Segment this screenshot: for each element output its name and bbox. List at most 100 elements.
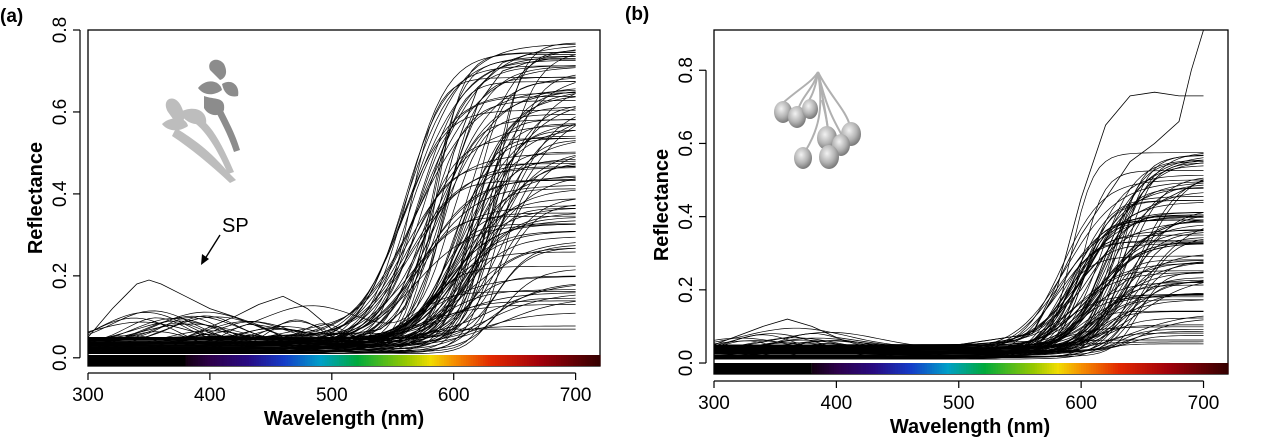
series-line [714, 214, 1204, 346]
spectrum-band [1002, 363, 1006, 374]
spectrum-band [1206, 363, 1209, 374]
series-line [714, 170, 1204, 354]
spectrum-band [1122, 363, 1126, 374]
spectrum-band [1215, 363, 1219, 374]
spectrum-band [207, 355, 211, 366]
spectrum-band [833, 363, 837, 374]
spectrum-band [1056, 363, 1060, 374]
spectrum-band [517, 355, 521, 366]
spectrum-band [597, 355, 601, 366]
series-line [714, 182, 1204, 348]
spectrum-band [556, 355, 560, 366]
series-line [714, 219, 1204, 353]
spectrum-band [1088, 363, 1092, 374]
spectrum-band [1120, 363, 1124, 374]
spectrum-band [993, 363, 996, 374]
spectrum-band [453, 355, 457, 366]
spectrum-band [578, 355, 582, 366]
spectrum-band [1161, 363, 1165, 374]
spectrum-band [553, 355, 557, 366]
spectrum-band [949, 363, 952, 374]
x-tick-label: 600 [1065, 393, 1097, 414]
spectrum-band [458, 355, 462, 366]
y-tick-label: 0.6 [676, 130, 697, 156]
spectrum-band [873, 363, 877, 374]
spectrum-band [297, 355, 301, 366]
spectrum-band [543, 355, 547, 366]
series-line [714, 165, 1204, 353]
spectrum-band [1174, 363, 1178, 374]
spectrum-band [1223, 363, 1227, 374]
y-axis-label-b: Reflectance [651, 149, 673, 261]
spectrum-band [895, 363, 899, 374]
spectrum-band [831, 363, 835, 374]
spectrum-band [990, 363, 994, 374]
spectrum-band [502, 355, 506, 366]
spectrum-band [1213, 363, 1217, 374]
spectrum-band [519, 355, 523, 366]
spectrum-band [1125, 363, 1129, 374]
spectrum-band [461, 355, 464, 366]
spectrum-band [941, 363, 945, 374]
spectrum-band [1191, 363, 1195, 374]
series-line [714, 215, 1204, 355]
spectrum-band [307, 355, 311, 366]
spectrum-band [956, 363, 960, 374]
spectrum-band [1090, 363, 1094, 374]
spectrum-band [251, 355, 255, 366]
spectrum-band [595, 355, 599, 366]
series-line [714, 234, 1204, 350]
spectrum-band [946, 363, 950, 374]
spectrum-band [536, 355, 540, 366]
series-line [88, 247, 576, 354]
spectrum-band [973, 363, 977, 374]
spectrum-band [534, 355, 538, 366]
series-lines-a [87, 42, 576, 355]
spectrum-band [1105, 363, 1109, 374]
spectrum-band [882, 363, 886, 374]
spectrum-band [314, 355, 318, 366]
spectrum-band [465, 355, 469, 366]
panel-label-a: (a) [0, 6, 23, 27]
spectrum-band [558, 355, 562, 366]
y-tick-label: 0.0 [676, 350, 697, 376]
spectrum-band [351, 355, 355, 366]
spectrum-band [497, 355, 501, 366]
spectrum-band [1135, 363, 1138, 374]
spectrum-band [561, 355, 564, 366]
spectrum-band [1022, 363, 1026, 374]
spectrum-band [838, 363, 842, 374]
spectrum-band [397, 355, 401, 366]
spectrum-band [339, 355, 343, 366]
spectrum-band [268, 355, 272, 366]
spectrum-band [1051, 363, 1055, 374]
spectrum-band [1203, 363, 1207, 374]
spectrum-band [1039, 363, 1043, 374]
spectrum-band [568, 355, 572, 366]
x-tick-label: 700 [560, 385, 592, 406]
series-line [88, 215, 576, 340]
spectrum-band [324, 355, 328, 366]
spectrum-band [1166, 363, 1170, 374]
spectrum-band [821, 363, 825, 374]
series-line [714, 271, 1204, 357]
spectrum-band [292, 355, 296, 366]
spectrum-band [541, 355, 545, 366]
series-line [713, 230, 1204, 352]
spectrum-band [1130, 363, 1134, 374]
spectrum-band [836, 363, 840, 374]
spectrum-band [988, 363, 992, 374]
spectrum-band [236, 355, 240, 366]
spectrum-band [1103, 363, 1107, 374]
spectrum-band [473, 355, 477, 366]
series-line [88, 91, 576, 347]
spectrum-band [417, 355, 421, 366]
spectrum-band [1196, 363, 1200, 374]
spectrum-band [485, 355, 489, 366]
spectrum-band [322, 355, 326, 366]
spectrum-band [290, 355, 294, 366]
spectrum-band [1046, 363, 1050, 374]
spectrum-band [811, 363, 815, 374]
spectrum-band [924, 363, 928, 374]
spectrum-band [470, 355, 474, 366]
